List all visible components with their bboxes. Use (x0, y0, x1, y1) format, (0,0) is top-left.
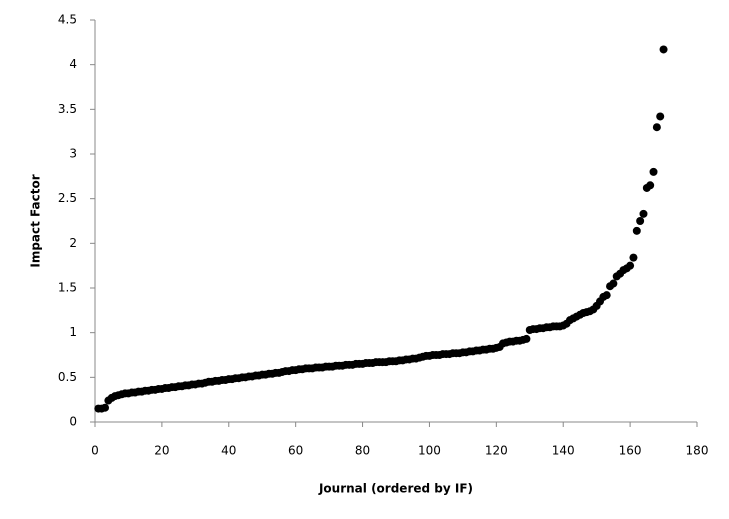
x-tick-label: 160 (619, 444, 642, 458)
point (639, 209, 648, 218)
y-axis-title: Impact Factor (29, 174, 43, 267)
x-tick-label: 0 (91, 444, 99, 458)
point (659, 45, 668, 54)
x-tick-label: 140 (552, 444, 575, 458)
point (602, 291, 611, 300)
y-tick-label: 4 (69, 57, 77, 71)
y-tick-label: 2.5 (58, 191, 77, 205)
y-tick-label: 1.5 (58, 281, 77, 295)
point (522, 334, 531, 343)
point (626, 261, 635, 270)
point (646, 181, 655, 190)
point (652, 123, 661, 132)
y-tick-label: 0.5 (58, 370, 77, 384)
x-tick-label: 20 (154, 444, 169, 458)
point (101, 403, 110, 412)
y-tick-label: 0 (69, 415, 77, 429)
point (649, 167, 658, 176)
x-tick-label: 40 (221, 444, 236, 458)
y-tick-label: 4.5 (58, 13, 77, 27)
y-tick-label: 3.5 (58, 102, 77, 116)
y-tick-label: 2 (69, 236, 77, 250)
point (609, 279, 618, 288)
x-tick-label: 60 (288, 444, 303, 458)
x-tick-label: 100 (418, 444, 441, 458)
point (632, 226, 641, 235)
point (636, 217, 645, 225)
x-tick-label: 120 (485, 444, 508, 458)
point (629, 253, 638, 262)
y-tick-label: 3 (69, 147, 77, 161)
x-axis-title: Journal (ordered by IF) (318, 482, 473, 496)
x-tick-label: 180 (686, 444, 709, 458)
x-tick-label: 80 (355, 444, 370, 458)
y-tick-label: 1 (69, 325, 77, 339)
point (656, 112, 665, 121)
